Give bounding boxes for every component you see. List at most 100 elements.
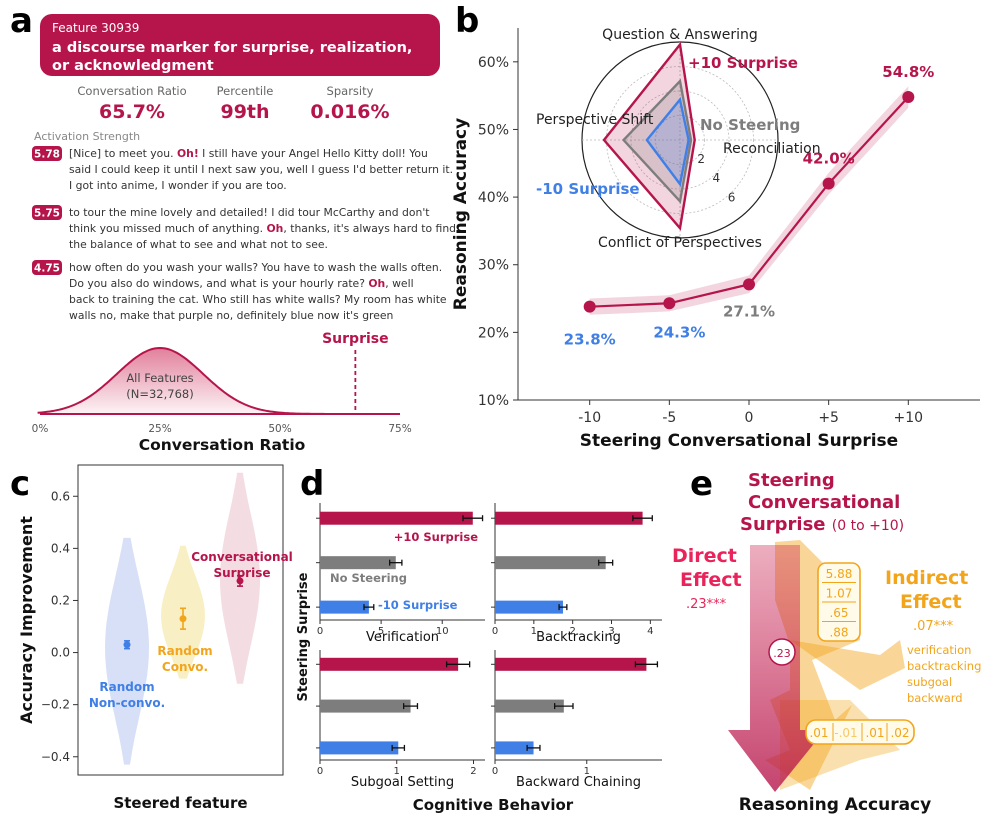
example-text-span: Do you also do windows, and what is your… [69, 277, 368, 290]
behavior-bar [495, 699, 564, 713]
panel-letter-a: a [10, 1, 33, 41]
activation-badge [32, 146, 62, 161]
direct-effect-label-1: Direct [672, 545, 737, 567]
x-axis-title: Steered feature [113, 794, 247, 812]
feature-desc-line1: a discourse marker for surprise, realiza… [52, 40, 412, 56]
direct-path-value: .23 [773, 647, 791, 660]
mediator-labels: verification backtracking subgoal backward [907, 643, 981, 705]
stat-value-conversation-ratio: 65.7% [99, 101, 165, 123]
x-axis-title: Steering Conversational Surprise [580, 431, 898, 451]
radar-ring-label: 6 [728, 190, 736, 204]
highlighted-token: Oh! [177, 147, 199, 160]
radar-ring-label: 4 [713, 171, 721, 185]
distribution-label-2: (N=32,768) [126, 387, 193, 401]
radar-legend-label: -10 Surprise [536, 180, 640, 198]
mediator-label: backward [907, 691, 963, 705]
data-point [822, 177, 835, 190]
y-tick-label: 0.4 [51, 541, 70, 555]
panel-letter-c: c [10, 464, 30, 504]
example-text-span: the balance of what to see and what not … [69, 238, 328, 251]
x-tick-label: +5 [818, 410, 839, 426]
y-axis-title: Reasoning Accuracy [451, 118, 471, 310]
highlighted-token: Oh [266, 222, 283, 235]
behavior-bar [320, 741, 399, 755]
radar-series-1 [621, 78, 693, 204]
stat-label-sparsity: Sparsity [327, 84, 374, 98]
b-path-value: .02 [890, 726, 909, 740]
example-text-span: think you missed much of anything. [69, 222, 266, 235]
panel-e: e Steering Conversational Surprise (0 to… [672, 464, 981, 815]
example-text-line: said I could keep it until I next saw yo… [69, 163, 453, 176]
behavior-bar [320, 556, 396, 570]
example-text-line: Do you also do windows, and what is your… [69, 277, 414, 290]
example-text-line: walls no, make that purple no, definitel… [69, 309, 393, 322]
b-path-value: -.01 [834, 726, 857, 740]
distribution-label-1: All Features [126, 371, 193, 385]
mediator-label: verification [907, 643, 971, 657]
data-label: 42.0% [803, 150, 855, 168]
radar-ring-label: 2 [697, 152, 705, 166]
activation-value: 5.78 [34, 149, 60, 161]
subplot-title: Backward Chaining [516, 775, 641, 790]
direct-path-arrow [728, 545, 825, 792]
behavior-bar [495, 556, 606, 570]
series-label: +10 Surprise [394, 530, 478, 544]
indirect-effect-value: .07*** [913, 619, 954, 634]
a-path-value: .65 [829, 606, 848, 620]
x-tick-label: 2 [569, 626, 575, 637]
series-label: No Steering [330, 571, 407, 585]
surprise-marker-label: Surprise [322, 331, 389, 347]
behavior-bar [320, 511, 473, 525]
activation-value: 5.75 [34, 208, 60, 220]
panel-a: a Feature 30939 a discourse marker for s… [10, 1, 456, 454]
activation-badge [32, 205, 62, 220]
a-path-value: .88 [829, 626, 848, 640]
radar-inset: 246 Question & Answering Reconciliation Con… [536, 27, 821, 251]
x-tick-label: -5 [662, 410, 676, 426]
y-tick-label: 0.6 [51, 489, 70, 503]
behavior-bar [495, 741, 534, 755]
x-tick-label: 5 [378, 626, 384, 637]
stat-label-percentile: Percentile [217, 84, 274, 98]
activation-strength-header: Activation Strength [34, 130, 140, 143]
outcome-label: Reasoning Accuracy [739, 795, 931, 815]
radar-axis-label: Conflict of Perspectives [598, 235, 762, 251]
stat-value-sparsity: 0.016% [310, 101, 389, 123]
b-path-coefficients: .01 -.01 .01 .02 [805, 719, 915, 745]
behavior-bar [495, 511, 643, 525]
example-text-span: back to training the cat. Who still has … [69, 293, 447, 306]
example-text-line: the balance of what to see and what not … [69, 238, 328, 251]
subplot-title: Verification [366, 630, 439, 645]
mediator-label: backtracking [907, 659, 981, 673]
x-tick-label: 4 [647, 626, 653, 637]
behavior-bar [320, 600, 369, 614]
steering-title-line1: Steering [748, 470, 835, 491]
example-text-span: I still have your Angel Hello Kitty doll… [199, 147, 428, 160]
y-tick-label: −0.4 [41, 750, 70, 764]
data-point [902, 90, 915, 103]
distribution-tick-label: 50% [268, 423, 291, 435]
category-label: Non-convo. [89, 696, 165, 710]
y-tick-label: 0.2 [51, 593, 70, 607]
a-path-value: 1.07 [826, 587, 853, 601]
highlighted-token: Oh [368, 277, 385, 290]
category-label: Convo. [162, 660, 208, 674]
example-text-line: back to training the cat. Who still has … [69, 293, 447, 306]
conversation-ratio-distribution: All Features (N=32,768) Surprise 0% 25% 50% 75… [32, 331, 412, 454]
data-label: 27.1% [723, 302, 775, 320]
example-text-span: how often do you wash your walls? You ha… [69, 261, 442, 274]
indirect-arrowhead-a [790, 640, 905, 690]
example-text-line: think you missed much of anything. Oh, t… [69, 222, 456, 235]
example-text-span: said I could keep it until I next saw yo… [69, 163, 453, 176]
indirect-effect-label-1: Indirect [885, 567, 968, 589]
data-label: 24.3% [653, 323, 705, 341]
x-tick-label: 3 [608, 626, 614, 637]
behavior-bar [320, 699, 411, 713]
data-label: 23.8% [564, 331, 616, 349]
x-tick-label: 1 [584, 766, 590, 777]
panel-letter-b: b [455, 1, 479, 41]
radar-axis-label: Question & Answering [602, 27, 758, 43]
x-axis-title: Cognitive Behavior [413, 796, 574, 814]
direct-effect-value: .23*** [686, 597, 727, 612]
radar-legend-label: No Steering [700, 116, 800, 134]
